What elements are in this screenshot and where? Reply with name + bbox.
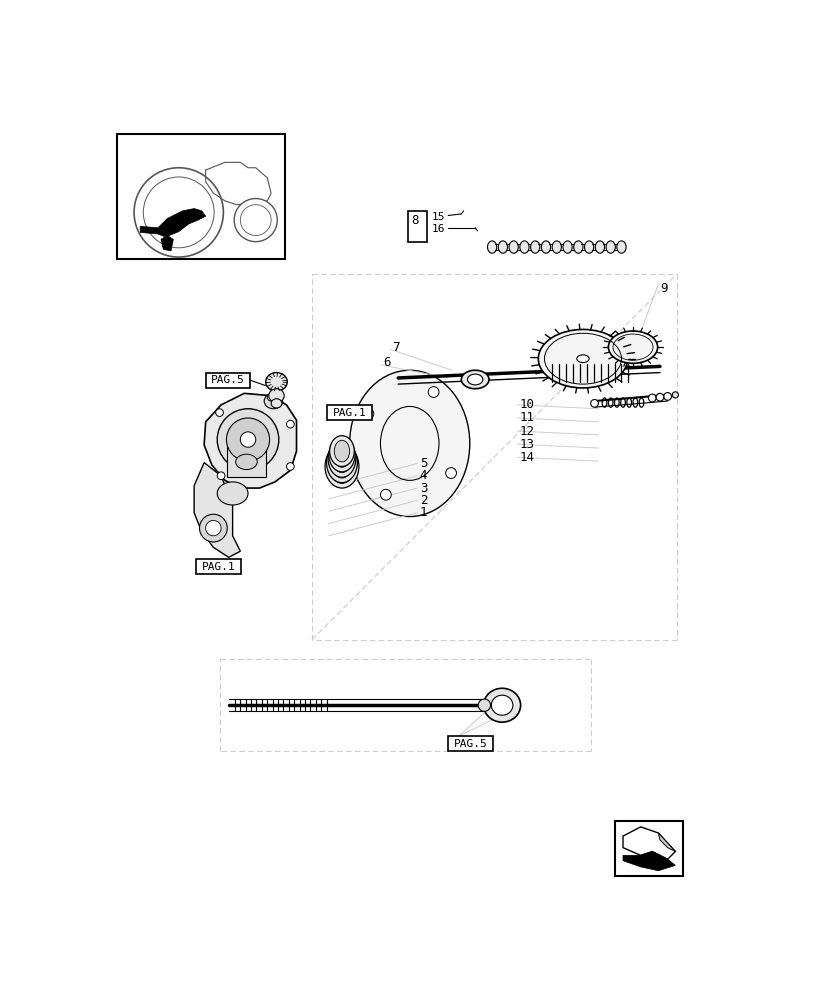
Polygon shape xyxy=(140,226,158,234)
Ellipse shape xyxy=(199,514,227,542)
Ellipse shape xyxy=(267,393,275,401)
Ellipse shape xyxy=(509,241,518,253)
Ellipse shape xyxy=(349,370,469,517)
Ellipse shape xyxy=(595,241,604,253)
Text: PAG.1: PAG.1 xyxy=(332,408,366,418)
Text: 8: 8 xyxy=(411,214,418,227)
Ellipse shape xyxy=(329,436,354,466)
Bar xyxy=(408,211,427,242)
Ellipse shape xyxy=(648,394,655,402)
Ellipse shape xyxy=(327,440,356,477)
Ellipse shape xyxy=(234,199,277,242)
Ellipse shape xyxy=(576,355,589,363)
Ellipse shape xyxy=(332,445,351,473)
Text: 16: 16 xyxy=(432,224,445,234)
Text: PAG.5: PAG.5 xyxy=(211,375,245,385)
Ellipse shape xyxy=(605,241,614,253)
Ellipse shape xyxy=(461,370,489,389)
Ellipse shape xyxy=(498,241,507,253)
Ellipse shape xyxy=(445,468,456,478)
Ellipse shape xyxy=(325,445,358,488)
Ellipse shape xyxy=(333,443,350,467)
Text: 12: 12 xyxy=(519,425,534,438)
Bar xyxy=(205,373,250,388)
Polygon shape xyxy=(160,235,173,251)
Ellipse shape xyxy=(215,409,223,416)
Bar xyxy=(227,447,265,477)
Ellipse shape xyxy=(269,389,284,403)
Ellipse shape xyxy=(467,374,482,385)
Ellipse shape xyxy=(478,699,490,711)
Text: PAG.5: PAG.5 xyxy=(453,739,487,749)
Ellipse shape xyxy=(236,454,257,470)
Ellipse shape xyxy=(573,241,582,253)
Polygon shape xyxy=(194,463,240,557)
Ellipse shape xyxy=(608,331,657,363)
Ellipse shape xyxy=(672,392,677,398)
Text: 3: 3 xyxy=(419,482,427,495)
Ellipse shape xyxy=(227,418,270,461)
Text: 13: 13 xyxy=(519,438,534,451)
Ellipse shape xyxy=(663,393,671,400)
Ellipse shape xyxy=(487,241,496,253)
Bar xyxy=(447,736,492,751)
Bar xyxy=(196,559,241,574)
Polygon shape xyxy=(158,209,205,237)
Ellipse shape xyxy=(530,241,539,253)
Ellipse shape xyxy=(552,241,561,253)
Polygon shape xyxy=(622,852,675,871)
Text: 1: 1 xyxy=(419,506,427,519)
Ellipse shape xyxy=(562,241,571,253)
Ellipse shape xyxy=(134,168,223,257)
Ellipse shape xyxy=(362,408,373,419)
Ellipse shape xyxy=(655,393,663,401)
Ellipse shape xyxy=(328,438,355,472)
Text: PAG.1: PAG.1 xyxy=(202,562,236,572)
Ellipse shape xyxy=(541,241,550,253)
Text: 9: 9 xyxy=(659,282,667,295)
Ellipse shape xyxy=(329,450,354,483)
Ellipse shape xyxy=(286,420,294,428)
Bar xyxy=(614,821,682,876)
Bar xyxy=(327,405,371,420)
Text: 4: 4 xyxy=(419,469,427,482)
Ellipse shape xyxy=(331,447,352,478)
Text: 6: 6 xyxy=(382,356,390,369)
Ellipse shape xyxy=(240,432,256,447)
Ellipse shape xyxy=(217,409,279,470)
Ellipse shape xyxy=(590,400,598,407)
Text: 10: 10 xyxy=(519,398,534,411)
Text: 14: 14 xyxy=(519,451,534,464)
Ellipse shape xyxy=(205,520,221,536)
Ellipse shape xyxy=(286,463,294,470)
Ellipse shape xyxy=(380,489,391,500)
Bar xyxy=(117,134,284,259)
Polygon shape xyxy=(622,827,675,859)
Text: 11: 11 xyxy=(519,411,534,424)
Ellipse shape xyxy=(326,443,357,483)
Ellipse shape xyxy=(616,241,625,253)
Ellipse shape xyxy=(334,440,349,462)
Ellipse shape xyxy=(538,329,627,388)
Polygon shape xyxy=(204,393,296,488)
Ellipse shape xyxy=(217,472,225,480)
Ellipse shape xyxy=(265,373,287,391)
Text: 7: 7 xyxy=(391,341,399,354)
Ellipse shape xyxy=(483,688,520,722)
Ellipse shape xyxy=(270,399,281,408)
Ellipse shape xyxy=(490,695,512,715)
Ellipse shape xyxy=(428,387,438,397)
Ellipse shape xyxy=(584,241,593,253)
Text: 15: 15 xyxy=(432,212,445,222)
Polygon shape xyxy=(657,833,675,852)
Ellipse shape xyxy=(264,393,282,409)
Ellipse shape xyxy=(519,241,528,253)
Text: 5: 5 xyxy=(419,457,427,470)
Text: 2: 2 xyxy=(419,494,427,507)
Ellipse shape xyxy=(217,482,248,505)
